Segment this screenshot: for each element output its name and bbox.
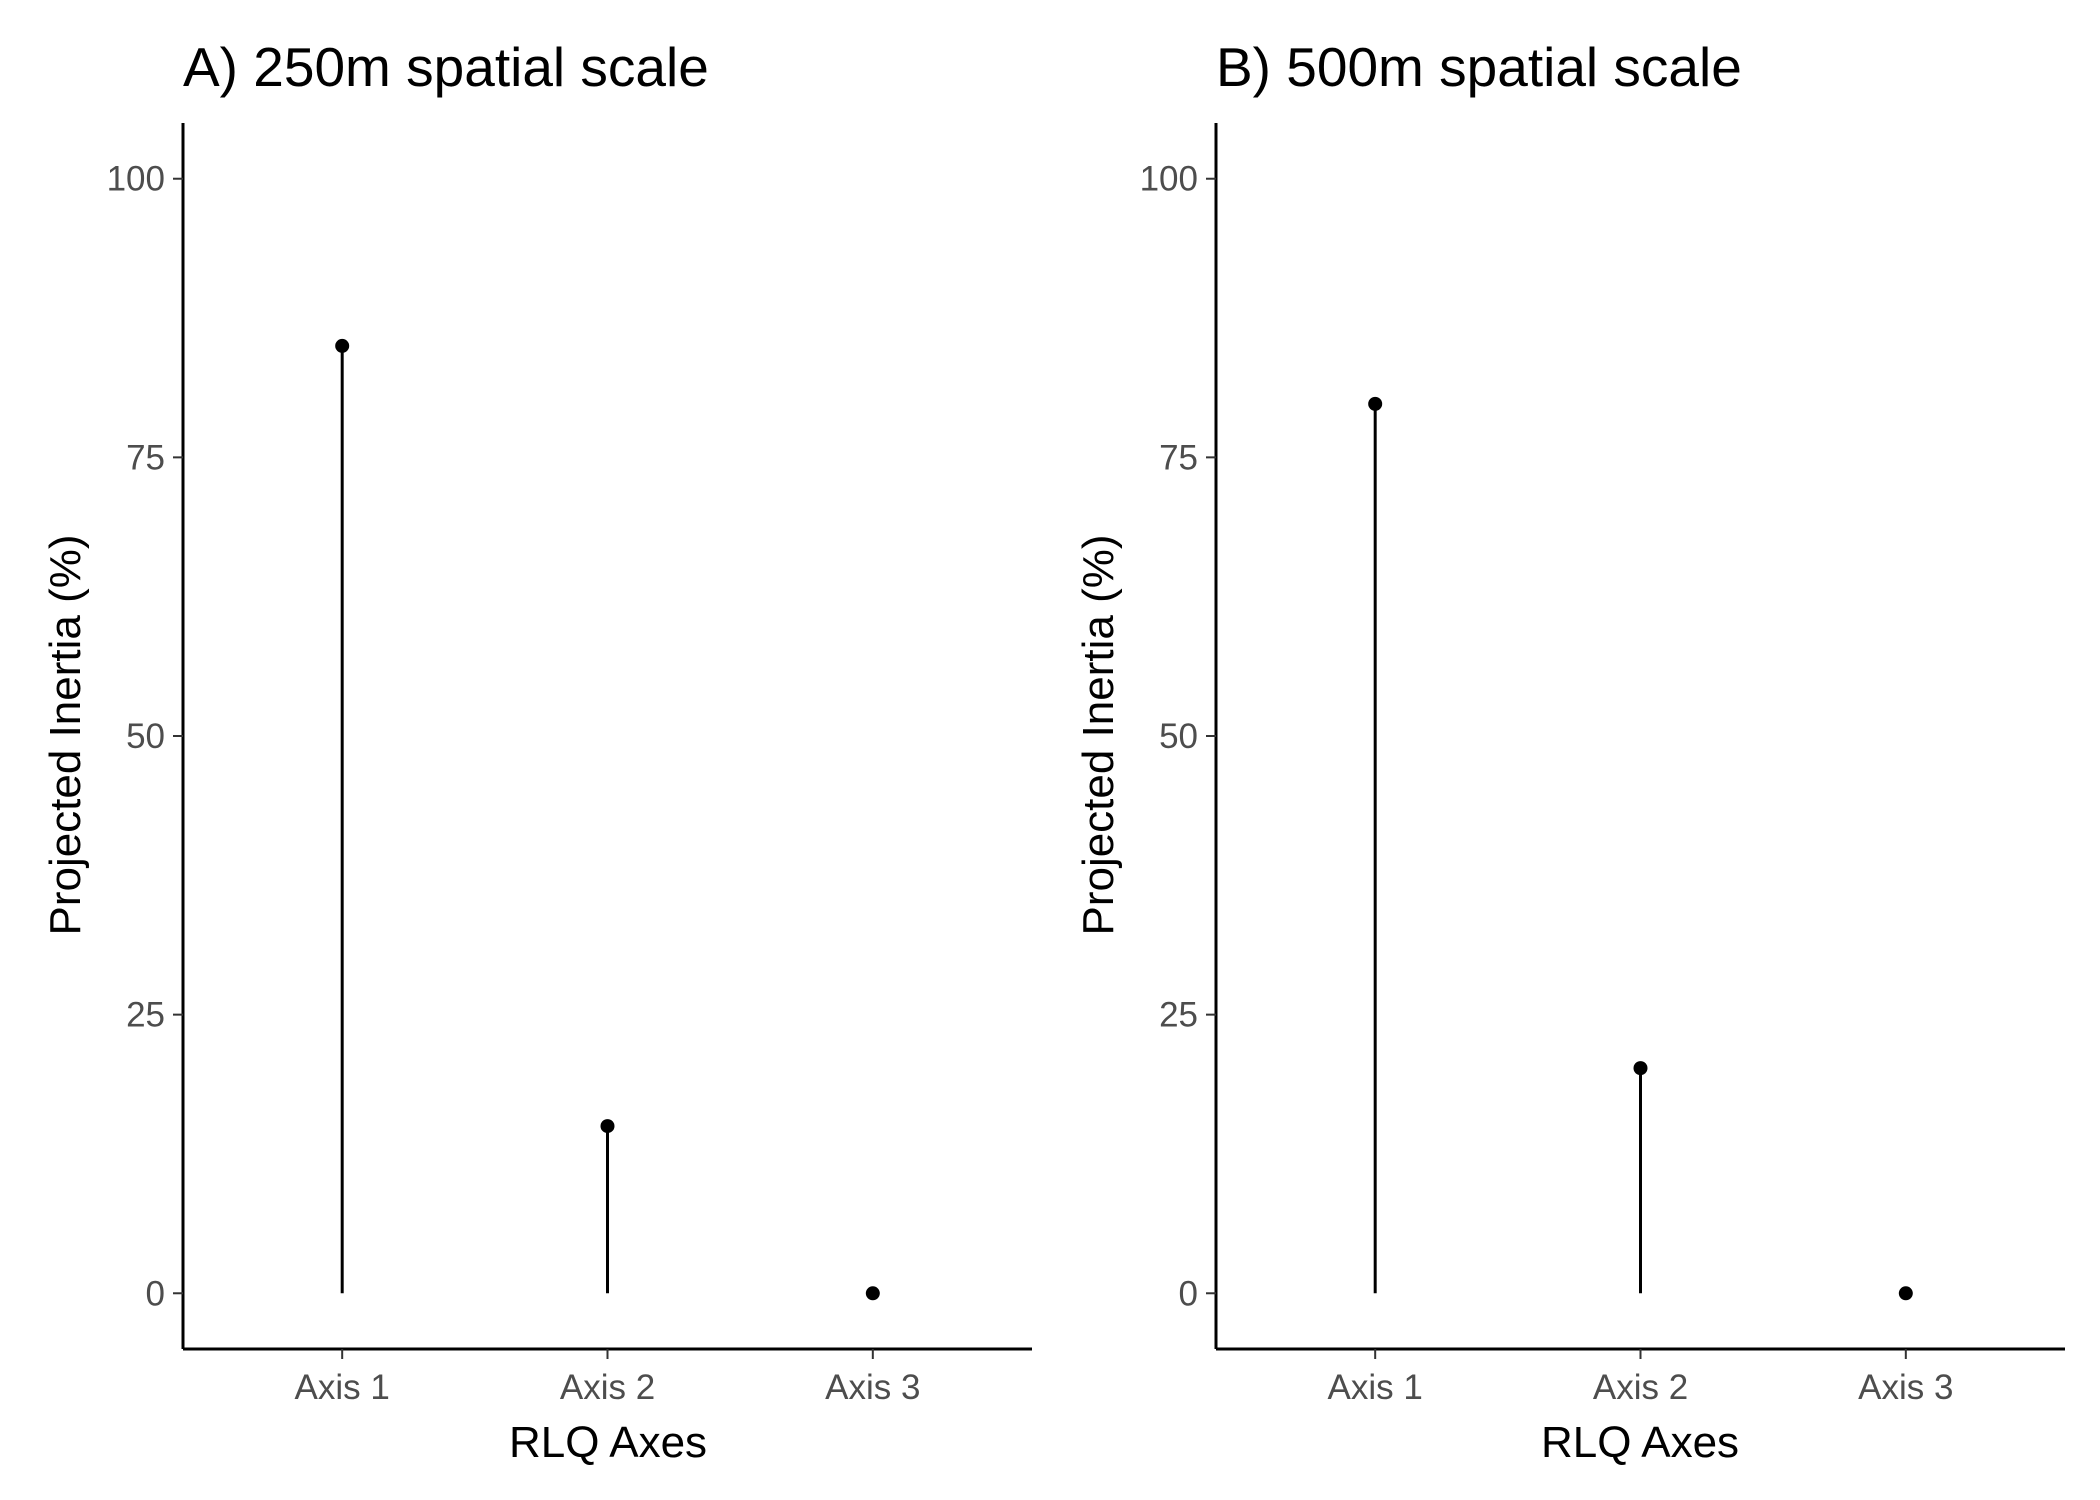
panel-b-y-tick-label: 50: [1159, 717, 1198, 756]
panel-a-y-tick-label: 0: [146, 1274, 165, 1313]
panel-b-x-axis-title: RLQ Axes: [1541, 1418, 1739, 1467]
panel-a-point-2: [600, 1119, 615, 1134]
panel-a-y-tick-label: 100: [107, 160, 165, 199]
panel-b-x-tick-label: Axis 2: [1593, 1368, 1688, 1407]
panel-b-x-tick-label: Axis 1: [1328, 1368, 1423, 1407]
panel-a-y-tick-label: 50: [126, 717, 165, 756]
panel-b-point-3: [1898, 1286, 1913, 1301]
panel-b-x-tick-label: Axis 3: [1858, 1368, 1953, 1407]
panel-a: A) 250m spatial scale RLQ Axes Projected…: [41, 36, 1032, 1467]
panel-a-plot-area: 0 25 50 75 100 Axis 1 Axis 2 Axis 3: [107, 123, 1032, 1407]
panel-a-y-axis-title: Projected Inertia (%): [41, 534, 90, 935]
panel-a-x-tick-label: Axis 1: [295, 1368, 390, 1407]
panel-a-x-axis-title: RLQ Axes: [509, 1418, 707, 1467]
panel-a-point-1: [335, 338, 350, 353]
panel-b-plot-area: 0 25 50 75 100 Axis 1 Axis 2 Axis 3: [1140, 123, 2065, 1407]
panel-a-point-3: [865, 1286, 880, 1301]
panel-a-y-tick-label: 75: [126, 438, 165, 477]
panel-b-y-tick-label: 25: [1159, 996, 1198, 1035]
panel-b-y-tick-label: 75: [1159, 438, 1198, 477]
panel-a-title: A) 250m spatial scale: [183, 36, 709, 98]
panel-b-point-1: [1368, 396, 1383, 411]
panel-a-x-tick-label: Axis 2: [560, 1368, 655, 1407]
panel-b-title: B) 500m spatial scale: [1216, 36, 1742, 98]
panel-b-y-axis-title: Projected Inertia (%): [1074, 534, 1123, 935]
panel-b-point-2: [1633, 1061, 1648, 1076]
panel-a-x-tick-label: Axis 3: [825, 1368, 920, 1407]
panel-b-y-tick-label: 100: [1140, 160, 1198, 199]
panel-b: B) 500m spatial scale RLQ Axes Projected…: [1074, 36, 2065, 1467]
panel-b-y-tick-label: 0: [1179, 1274, 1198, 1313]
panel-a-y-tick-label: 25: [126, 996, 165, 1035]
